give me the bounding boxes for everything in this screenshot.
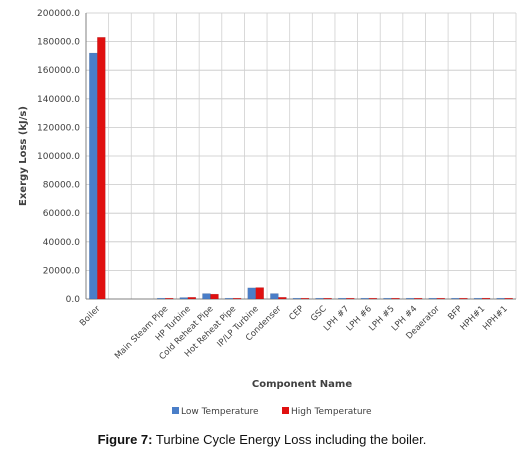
bar-high-temperature bbox=[210, 293, 219, 300]
bar-high-temperature bbox=[164, 297, 174, 300]
bar-high-temperature bbox=[413, 297, 423, 300]
y-tick-label: 160000.0 bbox=[37, 66, 80, 76]
y-tick-label: 140000.0 bbox=[37, 95, 80, 105]
bar-high-temperature bbox=[346, 297, 355, 300]
bar-low-temperature bbox=[89, 52, 98, 300]
caption-text: Turbine Cycle Energy Loss including the … bbox=[152, 432, 427, 447]
y-tick-label: 120000.0 bbox=[37, 123, 80, 133]
bar-high-temperature bbox=[323, 297, 332, 300]
x-category-label: Boiler bbox=[78, 304, 103, 329]
bar-high-temperature bbox=[436, 297, 446, 300]
bar-high-temperature bbox=[255, 287, 264, 300]
bar-low-temperature bbox=[179, 297, 189, 300]
y-tick-label: 180000.0 bbox=[37, 38, 80, 48]
bar-low-temperature bbox=[202, 293, 211, 300]
bar-low-temperature bbox=[383, 297, 392, 300]
legend-swatch bbox=[282, 407, 289, 414]
bar-chart: 0.0 20000.0 40000.0 60000.0 80000.0 100000.0 1… bbox=[18, 9, 517, 417]
legend-swatch bbox=[172, 407, 179, 414]
bars bbox=[89, 37, 513, 300]
bar-low-temperature bbox=[224, 297, 234, 300]
bar-low-temperature bbox=[270, 293, 279, 300]
gridlines bbox=[85, 12, 517, 300]
y-tick-label: 60000.0 bbox=[43, 209, 80, 219]
bar-low-temperature bbox=[405, 297, 415, 300]
bar-high-temperature bbox=[97, 37, 106, 300]
y-tick-label: 20000.0 bbox=[43, 266, 80, 276]
bar-low-temperature bbox=[315, 297, 324, 300]
bar-high-temperature bbox=[232, 297, 242, 300]
bar-low-temperature bbox=[247, 287, 256, 300]
bar-high-temperature bbox=[187, 297, 197, 300]
x-axis-title: Component Name bbox=[252, 379, 352, 390]
bar-low-temperature bbox=[156, 297, 166, 300]
bar-low-temperature bbox=[338, 297, 347, 300]
figure-caption: Figure 7: Turbine Cycle Energy Loss incl… bbox=[0, 432, 524, 447]
bar-low-temperature bbox=[360, 297, 370, 300]
y-tick-label: 0.0 bbox=[66, 295, 81, 305]
bar-low-temperature bbox=[428, 297, 438, 300]
bar-high-temperature bbox=[278, 297, 287, 300]
bar-high-temperature bbox=[504, 297, 513, 300]
y-axis-title: Exergy Loss (kJ/s) bbox=[18, 106, 29, 206]
y-tick-label: 200000.0 bbox=[37, 9, 80, 19]
bar-high-temperature bbox=[368, 297, 378, 300]
caption-prefix: Figure 7: bbox=[97, 432, 153, 447]
bar-low-temperature bbox=[496, 297, 505, 300]
bar-high-temperature bbox=[459, 297, 468, 300]
bar-low-temperature bbox=[473, 297, 483, 300]
bar-high-temperature bbox=[391, 297, 400, 300]
bar-high-temperature bbox=[481, 297, 491, 300]
legend-label: Low Temperature bbox=[181, 407, 259, 417]
x-category-label: CEP bbox=[287, 304, 306, 323]
x-category-label: BFP bbox=[446, 304, 464, 322]
y-tick-label: 100000.0 bbox=[37, 152, 80, 162]
y-tick-label: 40000.0 bbox=[43, 238, 80, 248]
bar-high-temperature bbox=[300, 297, 310, 300]
bar-low-temperature bbox=[292, 297, 302, 300]
legend-label: High Temperature bbox=[291, 407, 372, 417]
x-category-label: GSC bbox=[309, 304, 329, 324]
y-axis-ticks: 0.0 20000.0 40000.0 60000.0 80000.0 100000.0 1… bbox=[37, 9, 80, 305]
bar-low-temperature bbox=[451, 297, 460, 300]
legend: Low Temperature High Temperature bbox=[172, 407, 372, 417]
y-tick-label: 80000.0 bbox=[43, 181, 80, 191]
x-category-label: HPH#1 bbox=[481, 304, 510, 333]
